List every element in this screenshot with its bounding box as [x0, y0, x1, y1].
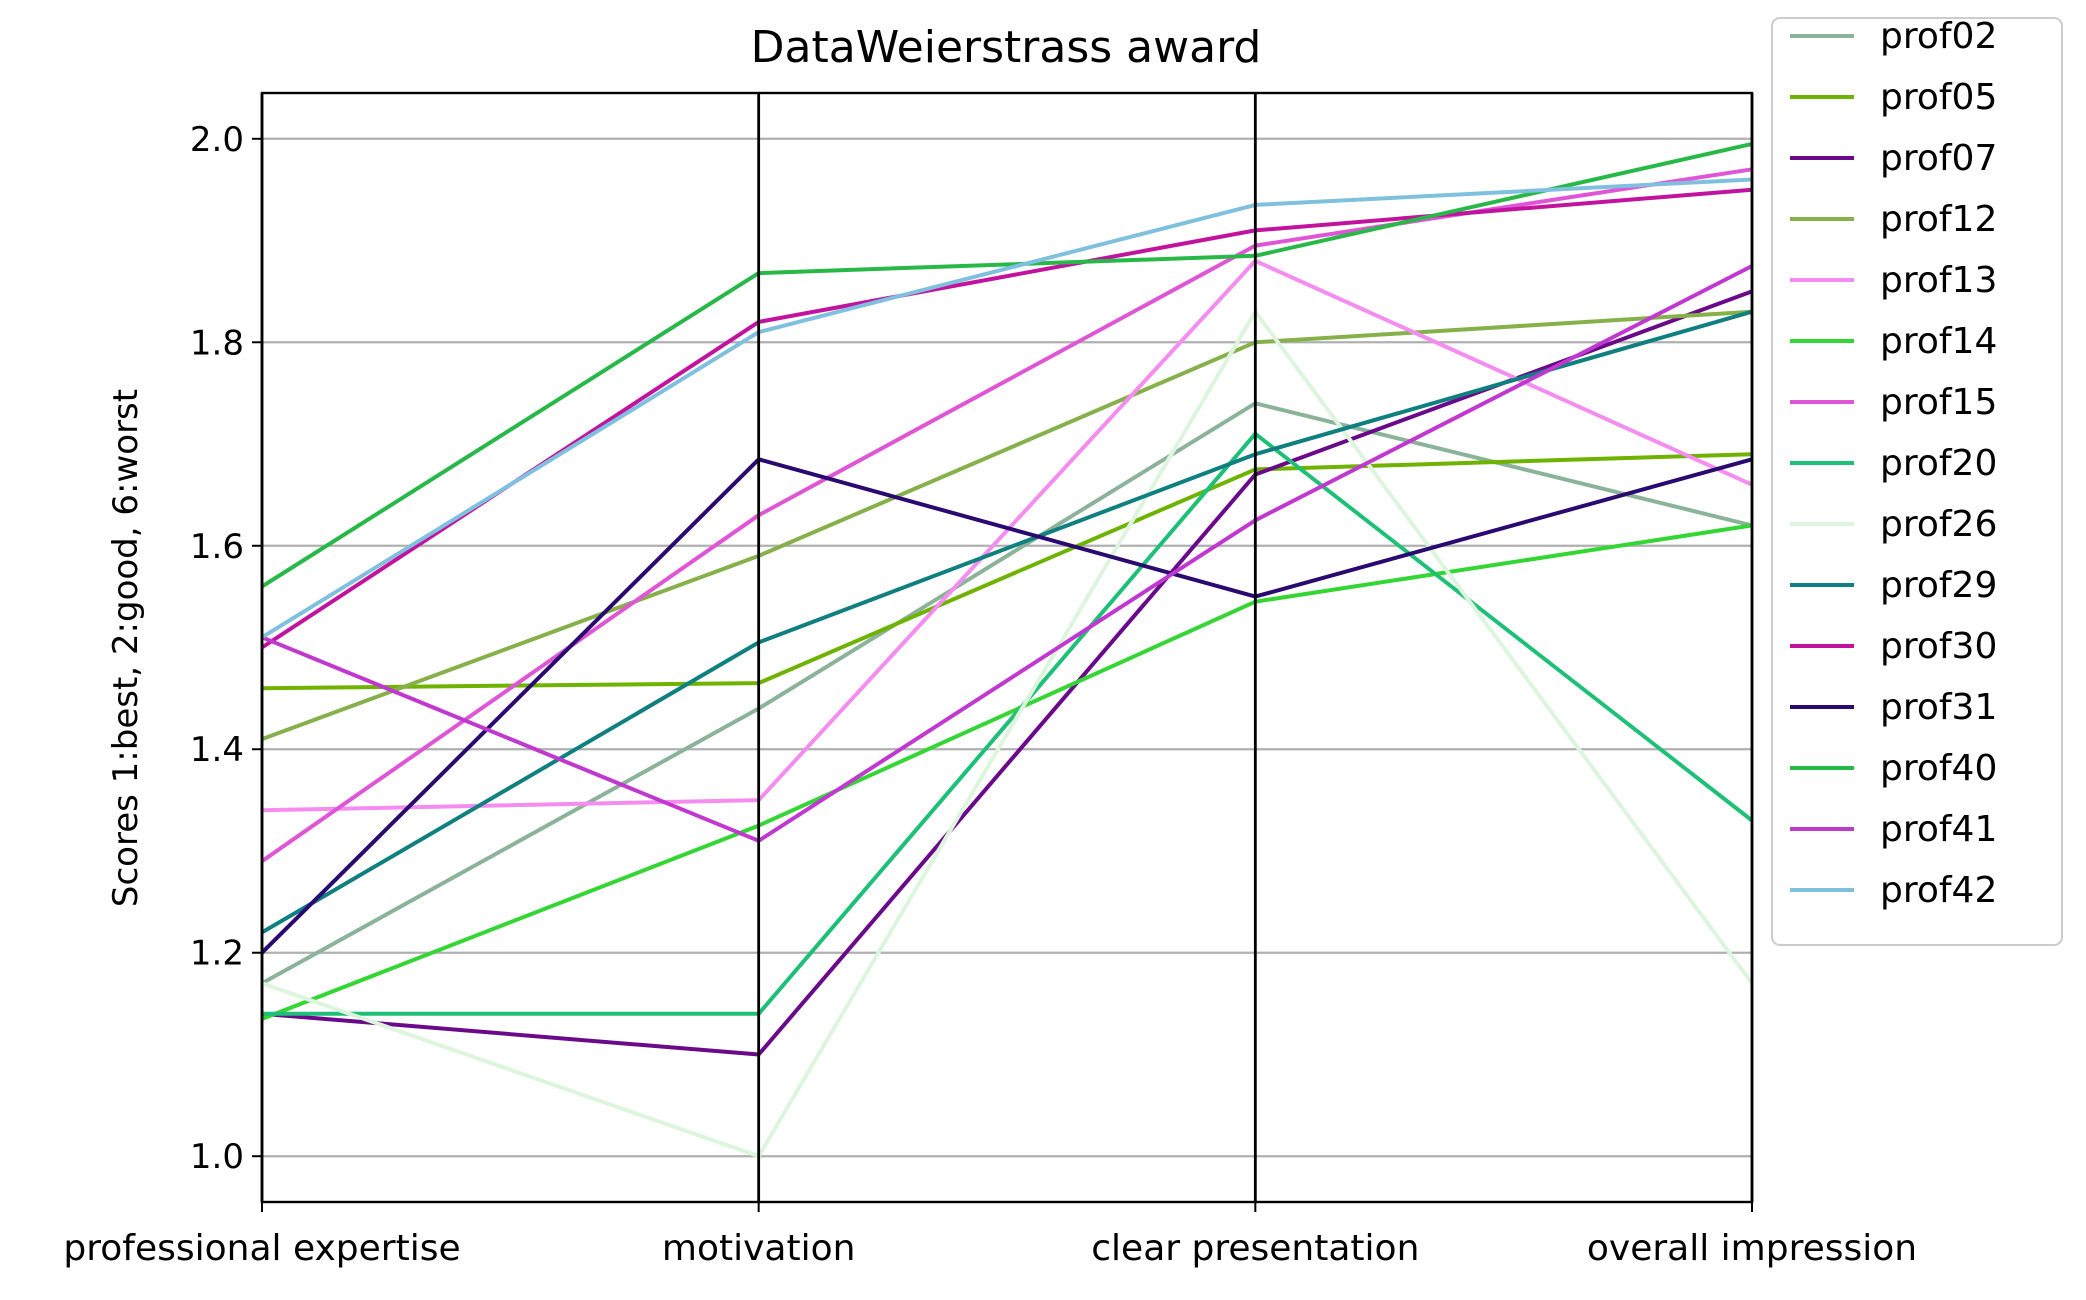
legend-label: prof15: [1880, 382, 1997, 423]
legend-label: prof40: [1880, 748, 1997, 789]
series-line-prof29: [260, 309, 1753, 935]
legend-item: prof29: [1790, 565, 1997, 606]
legend-item: prof02: [1790, 16, 1997, 57]
legend-label: prof26: [1880, 504, 1997, 545]
legend-item: prof13: [1790, 260, 1997, 301]
series-line-prof15: [260, 167, 1753, 863]
legend-label: prof05: [1880, 77, 1997, 118]
series-line-prof02: [261, 401, 1753, 986]
chart-title: DataWeierstrass award: [751, 22, 1262, 73]
legend-item: prof07: [1790, 138, 1997, 179]
legend-label: prof20: [1880, 443, 1997, 484]
legend-item: prof41: [1790, 809, 1997, 850]
series-line-prof13: [261, 258, 1753, 813]
legend-label: prof42: [1880, 870, 1997, 911]
legend-label: prof30: [1880, 626, 1997, 667]
series-line-prof40: [260, 141, 1753, 589]
category-labels: professional expertise motivation clear pr…: [63, 1228, 1917, 1269]
y-tick-label: 1.0: [190, 1137, 244, 1177]
legend-item: prof20: [1790, 443, 1997, 484]
series-line-prof20: [262, 431, 1754, 1016]
series-line-prof12: [261, 309, 1753, 741]
legend-label: prof14: [1880, 321, 1997, 362]
legend-item: prof40: [1790, 748, 1997, 789]
series-lines: [260, 141, 1754, 1159]
legend-label: prof41: [1880, 809, 1997, 850]
grid-lines: [262, 137, 1752, 1158]
series-line-prof05: [261, 452, 1753, 691]
legend-box: [1771, 17, 2063, 946]
legend-label: prof02: [1880, 16, 1997, 57]
legend-item: prof15: [1790, 382, 1997, 423]
category-label: motivation: [662, 1228, 856, 1269]
y-ticks: 1.0 1.2 1.4 1.6 1.8 2.0: [190, 120, 262, 1177]
legend-item: prof26: [1790, 504, 1997, 545]
legend-item: prof12: [1790, 199, 1997, 240]
y-tick-label: 1.6: [190, 527, 244, 567]
legend-label: prof31: [1880, 687, 1997, 728]
legend-label: prof07: [1880, 138, 1997, 179]
axes: [260, 91, 1754, 1212]
y-axis-label: Scores 1:best, 2:good, 6:worst: [106, 389, 146, 907]
series-line-prof14: [261, 523, 1753, 1021]
category-label: clear presentation: [1091, 1228, 1419, 1269]
legend-label: prof12: [1880, 199, 1997, 240]
legend-item: prof31: [1790, 687, 1997, 728]
legend-label: prof13: [1880, 260, 1997, 301]
category-label: overall impression: [1587, 1228, 1917, 1269]
y-tick-label: 2.0: [190, 120, 244, 160]
legend-item: prof42: [1790, 870, 1997, 911]
legend-label: prof29: [1880, 565, 1997, 606]
category-label: professional expertise: [63, 1228, 460, 1269]
series-line-prof41: [261, 264, 1753, 843]
y-tick-label: 1.8: [190, 323, 244, 363]
series-line-prof31: [260, 457, 1753, 955]
y-tick-label: 1.4: [190, 730, 244, 770]
y-tick-label: 1.2: [190, 934, 244, 974]
legend-item: prof05: [1790, 77, 1997, 118]
legend: prof02 prof05 prof07 prof12 prof13 prof14 prof…: [1771, 16, 2063, 946]
series-line-prof42: [260, 177, 1753, 640]
series-line-prof26: [261, 309, 1754, 1159]
legend-item: prof14: [1790, 321, 1997, 362]
legend-item: prof30: [1790, 626, 1997, 667]
